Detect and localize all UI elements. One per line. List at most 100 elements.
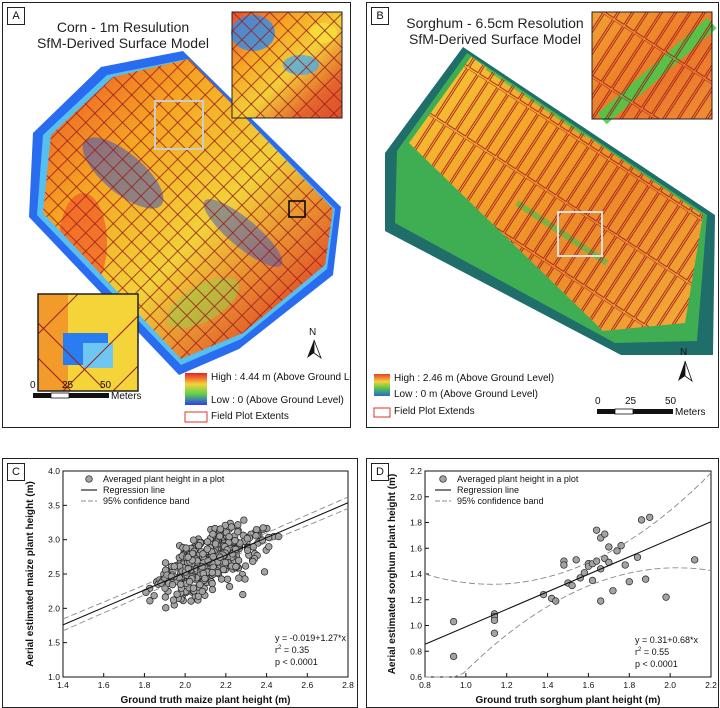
r-squared-value: = 0.35 [281, 645, 309, 655]
sorghum-scatter-chart: 0.8 1.0 1.2 1.4 1.6 1.8 2.0 2.20.60.81.01.21.41… [387, 466, 717, 706]
x-tick-label: 2.0 [664, 680, 676, 690]
scale-unit-b: Meters [675, 407, 706, 418]
data-point [609, 587, 617, 595]
y-tick-label: 2.0 [48, 603, 60, 613]
panel-d: D 0.8 1.0 1.2 1.4 1.6 1.8 2.0 2.2 0.6 0.8 1.0 1.2 1.… [366, 458, 719, 708]
data-point [225, 533, 233, 541]
legend-swatch-gradient-b [374, 374, 390, 396]
legend-point-marker [439, 475, 447, 483]
x-tick-label: 1.4 [542, 680, 554, 690]
data-point [240, 516, 248, 524]
x-axis-label: Ground truth maize plant height (m) [121, 695, 291, 706]
x-tick-label: 2.8 [342, 680, 354, 690]
y-axis-label: Aerial estimated maize plant height (m) [25, 481, 36, 667]
data-point [662, 593, 670, 601]
map-a-title: Corn - 1m Resulution SfM-Derived Surface… [23, 19, 223, 51]
scale-tick-a-50: 50 [100, 380, 112, 391]
data-point [568, 581, 576, 590]
panel-letter-a: A [7, 7, 25, 25]
data-point [252, 532, 260, 540]
data-point [201, 574, 209, 583]
map-a-title-line2: SfM-Derived Surface Model [37, 35, 209, 51]
r-squared: r2 = 0.55 [635, 647, 669, 657]
inset-b-top [591, 11, 717, 125]
data-point [182, 544, 190, 552]
data-point [211, 540, 220, 548]
data-point [572, 556, 580, 564]
r-squared-exponent: 2 [638, 647, 642, 653]
panel-letter-c: C [7, 463, 25, 481]
data-point [239, 590, 247, 599]
r-squared-value: = 0.55 [641, 647, 669, 657]
scale-tick-a-0: 0 [30, 380, 36, 391]
data-point [169, 596, 178, 604]
data-point [203, 538, 212, 546]
data-point [241, 575, 249, 583]
data-point [194, 592, 203, 600]
legend-low-b: Low : 0 m (Above Ground Level) [394, 389, 538, 400]
data-point [219, 565, 228, 574]
y-tick-label: 1.8 [410, 518, 422, 528]
y-tick-label: 1.2 [410, 595, 422, 605]
data-point [231, 536, 239, 545]
plot-frame [424, 470, 712, 678]
x-tick-label: 2.6 [301, 680, 313, 690]
data-point [646, 513, 654, 521]
y-tick-label: 1.0 [48, 672, 60, 682]
x-tick-label: 1.6 [98, 680, 110, 690]
inset-a-bottom [37, 293, 139, 392]
confidence-band-upper [62, 496, 349, 620]
map-a-title-line1: Corn - 1m Resulution [56, 19, 190, 35]
data-point [199, 550, 207, 558]
p-value: p < 0.0001 [635, 659, 678, 669]
panel-letter-d: D [371, 463, 389, 481]
data-point [560, 561, 568, 569]
scale-tick-b-50: 50 [665, 396, 677, 407]
x-tick-label: 1.0 [460, 680, 472, 690]
confidence-band-lower [62, 508, 349, 632]
r-squared-exponent: 2 [278, 645, 282, 651]
data-point [605, 543, 613, 551]
scale-bar-a [33, 392, 109, 399]
x-axis-label: Ground truth sorghum plant height (m) [476, 695, 661, 706]
y-axis-label: Aerial estimated sorghum plant height (m… [387, 474, 398, 675]
confidence-band-upper [424, 472, 712, 585]
data-point [625, 578, 633, 586]
y-tick-label: 3.0 [48, 535, 60, 545]
panel-c: C 1.4 1.6 1.8 2.0 2.2 2.4 2.6 2.8 1.0 1.5 2.0 2.5 3.… [2, 458, 358, 708]
data-point [241, 562, 250, 570]
data-point [601, 530, 609, 538]
data-point [189, 584, 198, 592]
legend-low-a: Low : 0 (Above Ground Level) [211, 395, 344, 406]
legend-regression-label: Regression line [103, 485, 165, 495]
data-point [177, 580, 185, 588]
y-tick-label: 2.5 [48, 569, 60, 579]
zoom-box-a-black [288, 200, 306, 218]
regression-line [424, 521, 712, 645]
y-tick-label: 1.5 [48, 638, 60, 648]
data-point [217, 575, 226, 583]
data-point [170, 562, 178, 571]
data-point [208, 579, 216, 588]
r-squared: r2 = 0.35 [275, 645, 309, 655]
data-point [196, 580, 204, 589]
data-point [187, 597, 195, 605]
legend-plot-b: Field Plot Extends [394, 406, 475, 417]
x-tick-label: 1.6 [583, 680, 595, 690]
legend-regression-label: Regression line [457, 485, 519, 495]
p-value: p < 0.0001 [275, 657, 318, 667]
legend-high-b: High : 2.46 m (Above Ground Level) [394, 373, 555, 384]
legend-high-a: High : 4.44 m (Above Ground Level) [211, 372, 350, 383]
data-point [208, 585, 217, 594]
scale-tick-b-25: 25 [625, 396, 637, 407]
y-tick-label: 1.0 [410, 621, 422, 631]
data-point [195, 541, 203, 550]
data-point [203, 545, 211, 553]
data-point [588, 576, 597, 585]
data-point [621, 561, 629, 569]
x-tick-label: 2.2 [220, 680, 232, 690]
north-label-b: N [680, 347, 688, 358]
inset-a-top [231, 11, 343, 119]
x-tick-label: 2.0 [179, 680, 191, 690]
data-point [641, 575, 650, 583]
